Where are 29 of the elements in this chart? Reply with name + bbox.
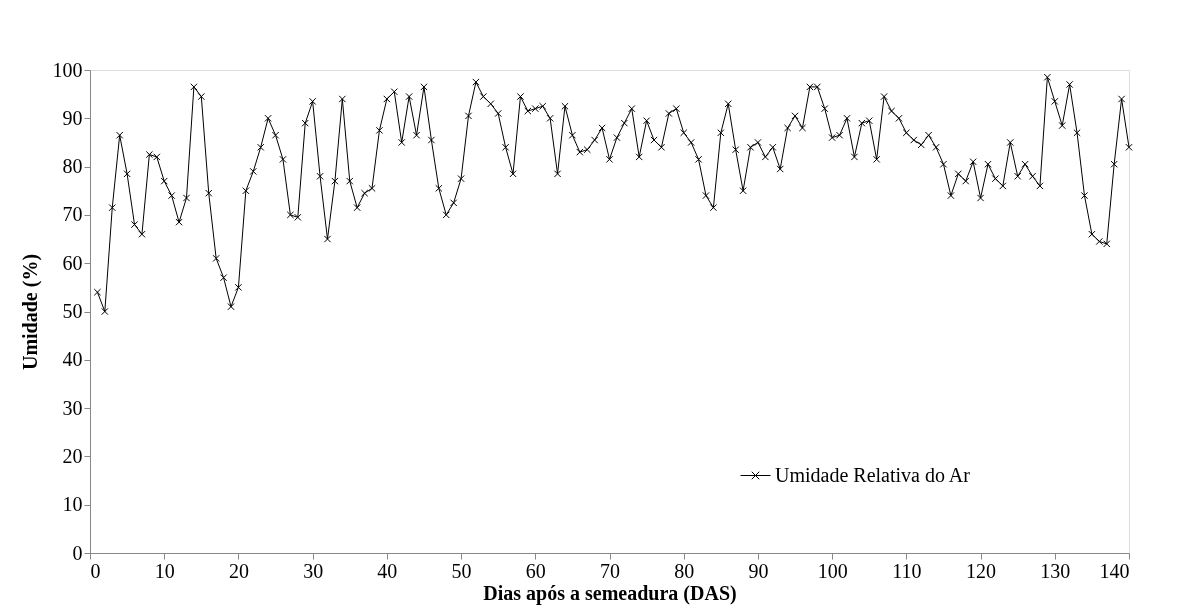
x-tick-label: 60 xyxy=(525,559,546,582)
x-tick-label: 90 xyxy=(748,559,769,582)
y-tick-label: 40 xyxy=(62,348,83,371)
x-tick-label: 130 xyxy=(1040,559,1071,582)
x-tick-label: 20 xyxy=(228,559,249,582)
y-tick-label: 100 xyxy=(52,58,83,81)
x-tick-label: 100 xyxy=(817,559,848,582)
x-tick-label: 30 xyxy=(303,559,324,582)
x-axis-title: Dias após a semeadura (DAS) xyxy=(483,581,737,605)
x-tick-label: 70 xyxy=(600,559,620,582)
y-tick-label: 20 xyxy=(62,444,83,467)
y-tick-label: 50 xyxy=(62,300,83,322)
x-tick-label: 120 xyxy=(966,559,997,582)
x-tick-label: 0 xyxy=(90,559,101,582)
x-tick-label: 10 xyxy=(154,559,175,582)
y-tick-label: 10 xyxy=(62,493,83,516)
x-tick-label: 40 xyxy=(377,559,398,582)
y-tick-label: 60 xyxy=(62,251,83,274)
y-tick-label: 30 xyxy=(62,396,83,419)
x-tick-label: 140 xyxy=(1099,559,1130,582)
y-tick-label: 80 xyxy=(62,155,83,178)
y-tick-label: 90 xyxy=(62,106,83,129)
y-tick-label: 70 xyxy=(62,203,83,226)
legend-label: Umidade Relativa do Ar xyxy=(775,463,971,486)
x-tick-label: 50 xyxy=(451,559,472,582)
x-tick-label: 110 xyxy=(892,559,922,582)
y-tick-label: 0 xyxy=(72,541,83,564)
x-tick-label: 80 xyxy=(674,559,695,582)
y-axis-title: Umidade (%) xyxy=(18,253,42,371)
